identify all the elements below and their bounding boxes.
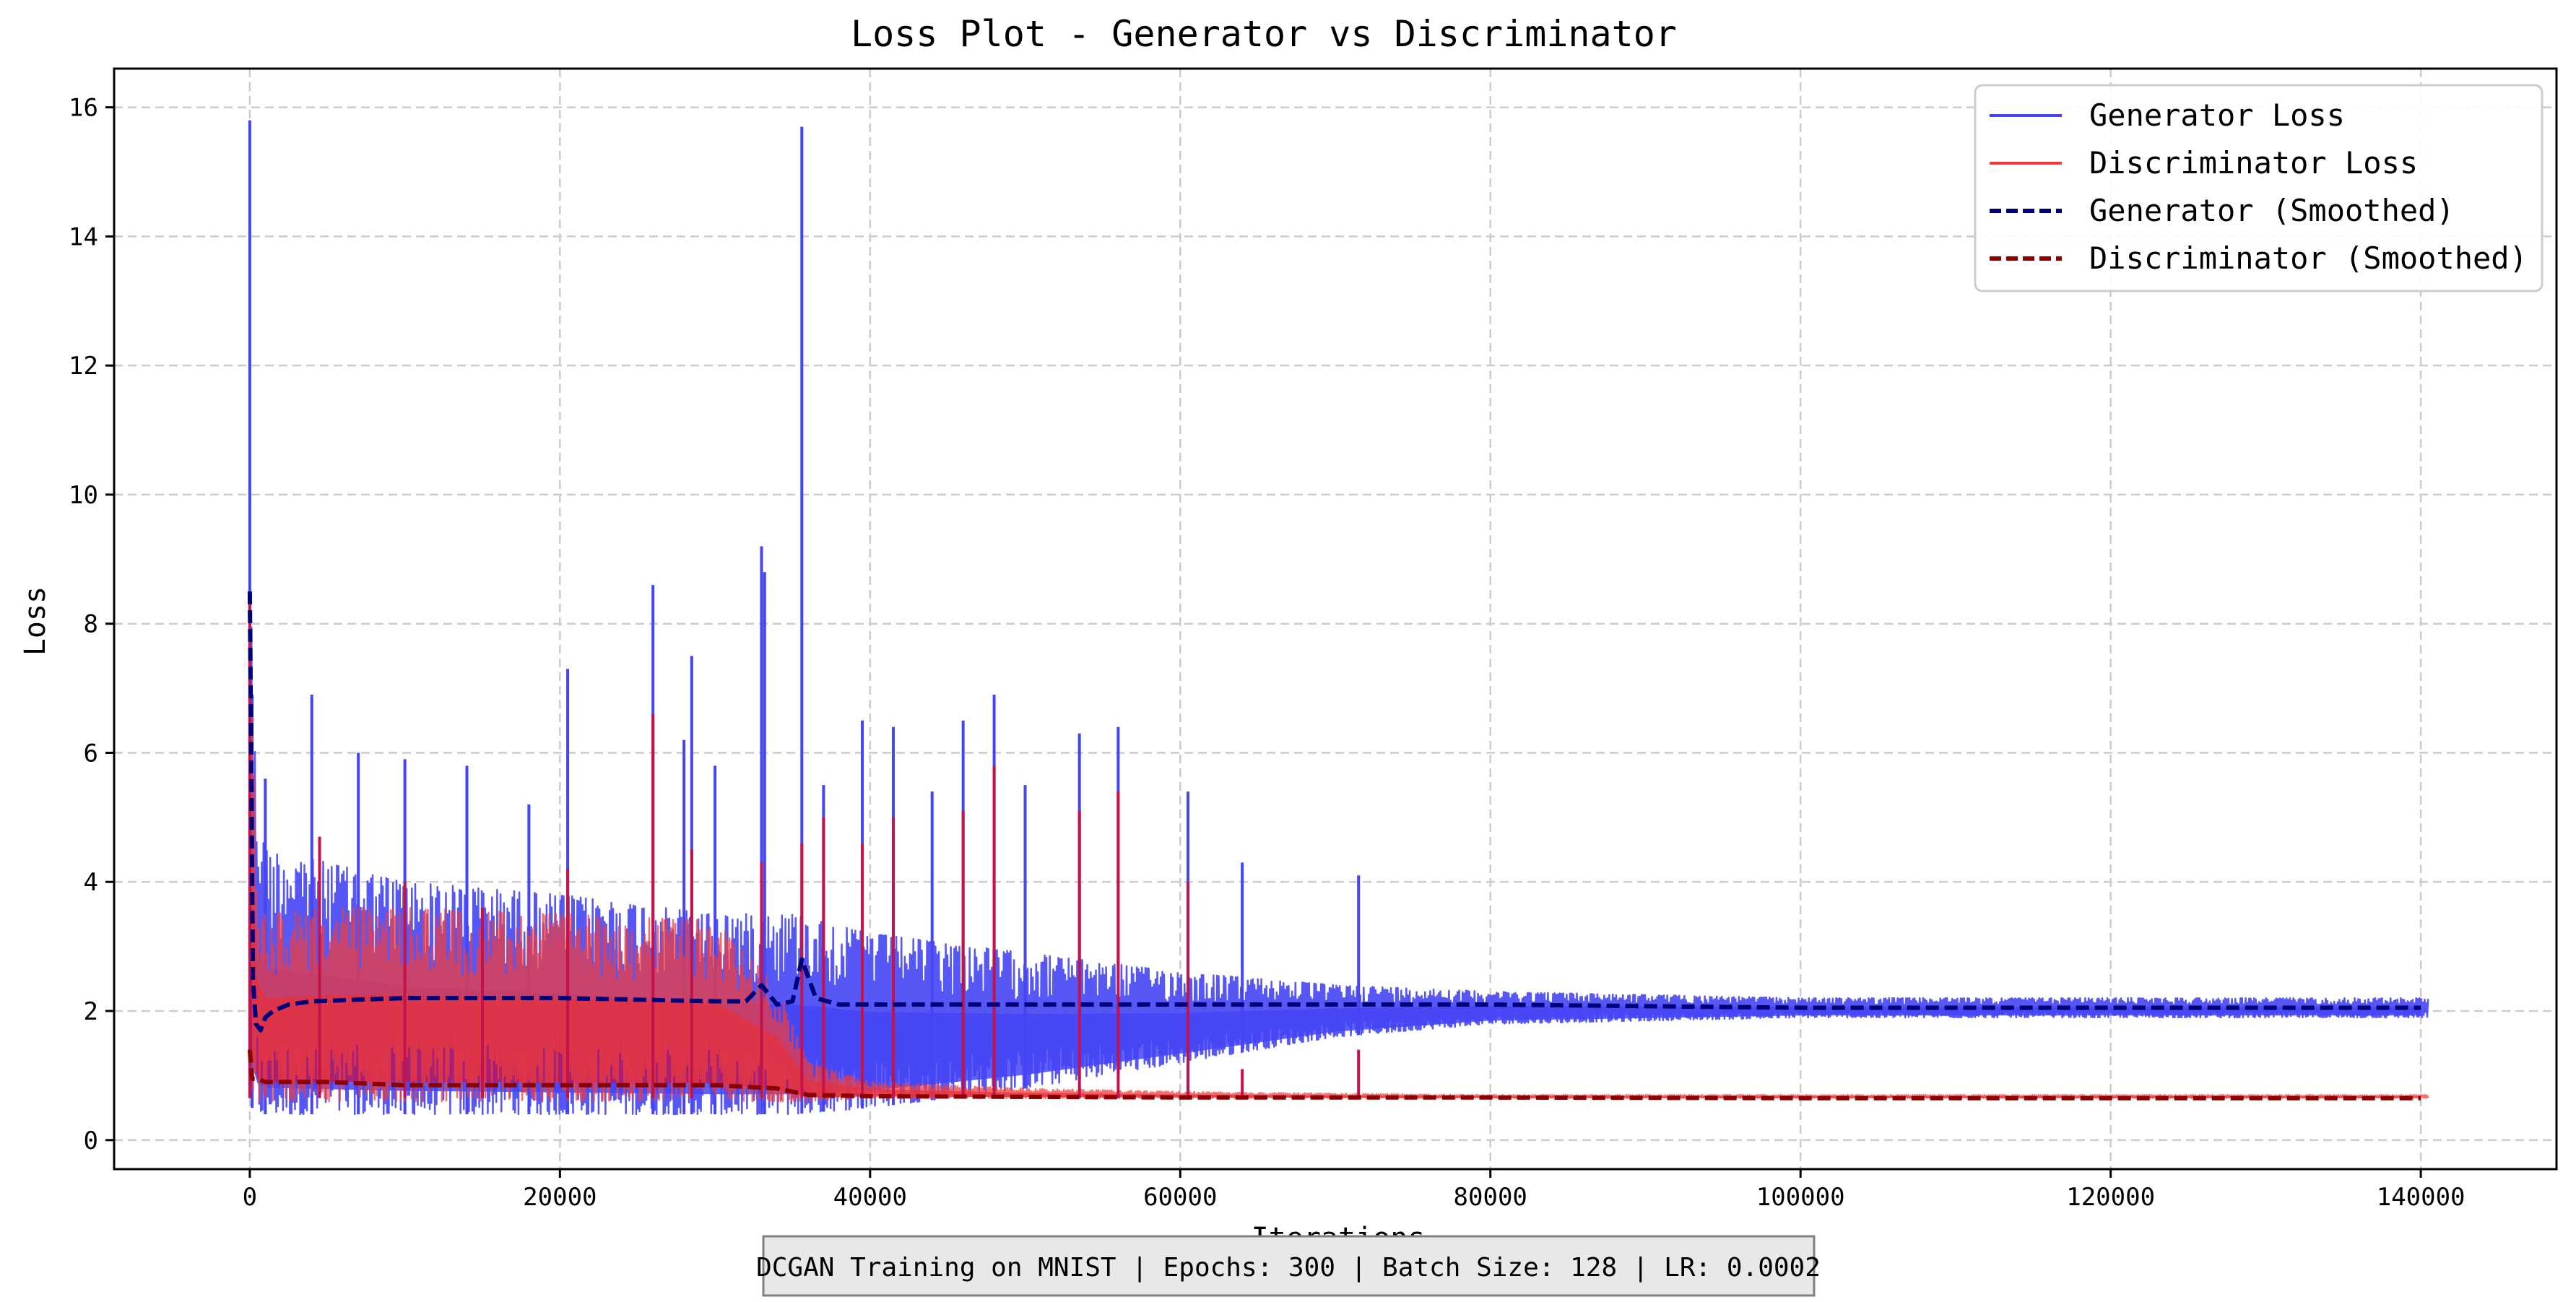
legend-discriminator-loss-label: Discriminator Loss — [2089, 145, 2418, 181]
y-tick-label: 6 — [84, 739, 98, 768]
y-axis-label: Loss — [19, 586, 52, 656]
y-tick-label: 10 — [69, 481, 98, 510]
y-tick-label: 4 — [84, 868, 98, 897]
legend-box — [1974, 84, 2544, 292]
y-tick-label: 2 — [84, 997, 98, 1026]
legend-discriminator-smoothed-label: Discriminator (Smoothed) — [2089, 240, 2528, 276]
y-tick-label: 16 — [69, 94, 98, 123]
footer-text: DCGAN Training on MNIST | Epochs: 300 | … — [756, 1253, 1821, 1283]
discriminator-smoothed-line — [247, 1049, 2421, 1101]
x-tick-label: 20000 — [523, 1183, 597, 1212]
x-tick-label: 60000 — [1143, 1183, 1217, 1212]
x-tick-label: 80000 — [1454, 1183, 1527, 1212]
x-tick-label: 40000 — [833, 1183, 907, 1212]
x-tick-label: 0 — [243, 1183, 257, 1212]
x-tick-label: 140000 — [2377, 1183, 2466, 1212]
x-tick-label: 100000 — [1756, 1183, 1845, 1212]
legend-generator-loss-label: Generator Loss — [2089, 97, 2345, 133]
footer-note: DCGAN Training on MNIST | Epochs: 300 | … — [756, 1235, 1821, 1297]
legend: Generator Loss Discriminator Loss Generato… — [1974, 84, 2544, 292]
y-tick-label: 12 — [69, 352, 98, 381]
y-tick-label: 8 — [84, 610, 98, 639]
y-tick-label: 14 — [69, 222, 98, 251]
y-tick-label: 0 — [84, 1127, 98, 1155]
chart-title: Loss Plot - Generator vs Discriminator — [851, 13, 1677, 55]
legend-generator-smoothed-label: Generator (Smoothed) — [2089, 193, 2455, 228]
data-area — [247, 120, 2429, 1116]
ticks: 0 20000 40000 60000 80000 100000 120000 140000 0… — [69, 94, 2465, 1212]
x-tick-label: 120000 — [2066, 1183, 2155, 1212]
footer-box — [762, 1235, 1816, 1297]
plot-frame — [113, 67, 2558, 1171]
generator-smoothed-line — [247, 591, 2421, 1033]
